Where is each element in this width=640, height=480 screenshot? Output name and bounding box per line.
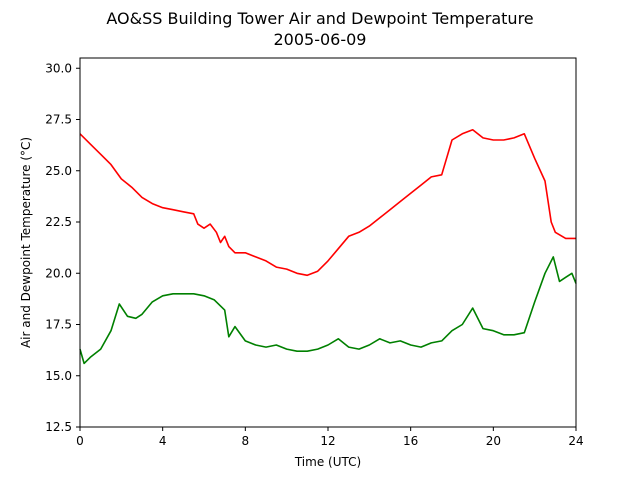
y-tick-label-4: 22.5: [45, 215, 72, 229]
y-tick-label-0: 12.5: [45, 420, 72, 434]
x-tick-label-6: 24: [568, 434, 583, 448]
y-tick-label-3: 20.0: [45, 266, 72, 280]
x-tick-label-3: 12: [320, 434, 335, 448]
y-tick-label-6: 27.5: [45, 113, 72, 127]
series-line-1: [79, 129, 576, 277]
x-tick-label-4: 16: [403, 434, 418, 448]
y-axis-label: Air and Dewpoint Temperature (°C): [19, 137, 33, 348]
x-tick-label-1: 4: [159, 434, 167, 448]
series-line-2: [79, 256, 577, 365]
chart-subtitle: 2005-06-09: [274, 30, 367, 49]
y-tick-label-7: 30.0: [45, 61, 72, 75]
ticks-layer: 0 4 8 12 16 20 24 12.5 15.0 17.5 20.0 22.5 25.0 27.5 3…: [45, 61, 583, 448]
y-tick-label-1: 15.0: [45, 369, 72, 383]
x-tick-label-2: 8: [242, 434, 250, 448]
y-tick-label-2: 17.5: [45, 318, 72, 332]
x-tick-label-5: 20: [486, 434, 501, 448]
x-axis-label: Time (UTC): [294, 455, 361, 469]
x-tick-label-0: 0: [76, 434, 84, 448]
series-layer: [79, 129, 577, 365]
y-tick-label-5: 25.0: [45, 164, 72, 178]
chart-title: AO&SS Building Tower Air and Dewpoint Te…: [106, 9, 533, 28]
